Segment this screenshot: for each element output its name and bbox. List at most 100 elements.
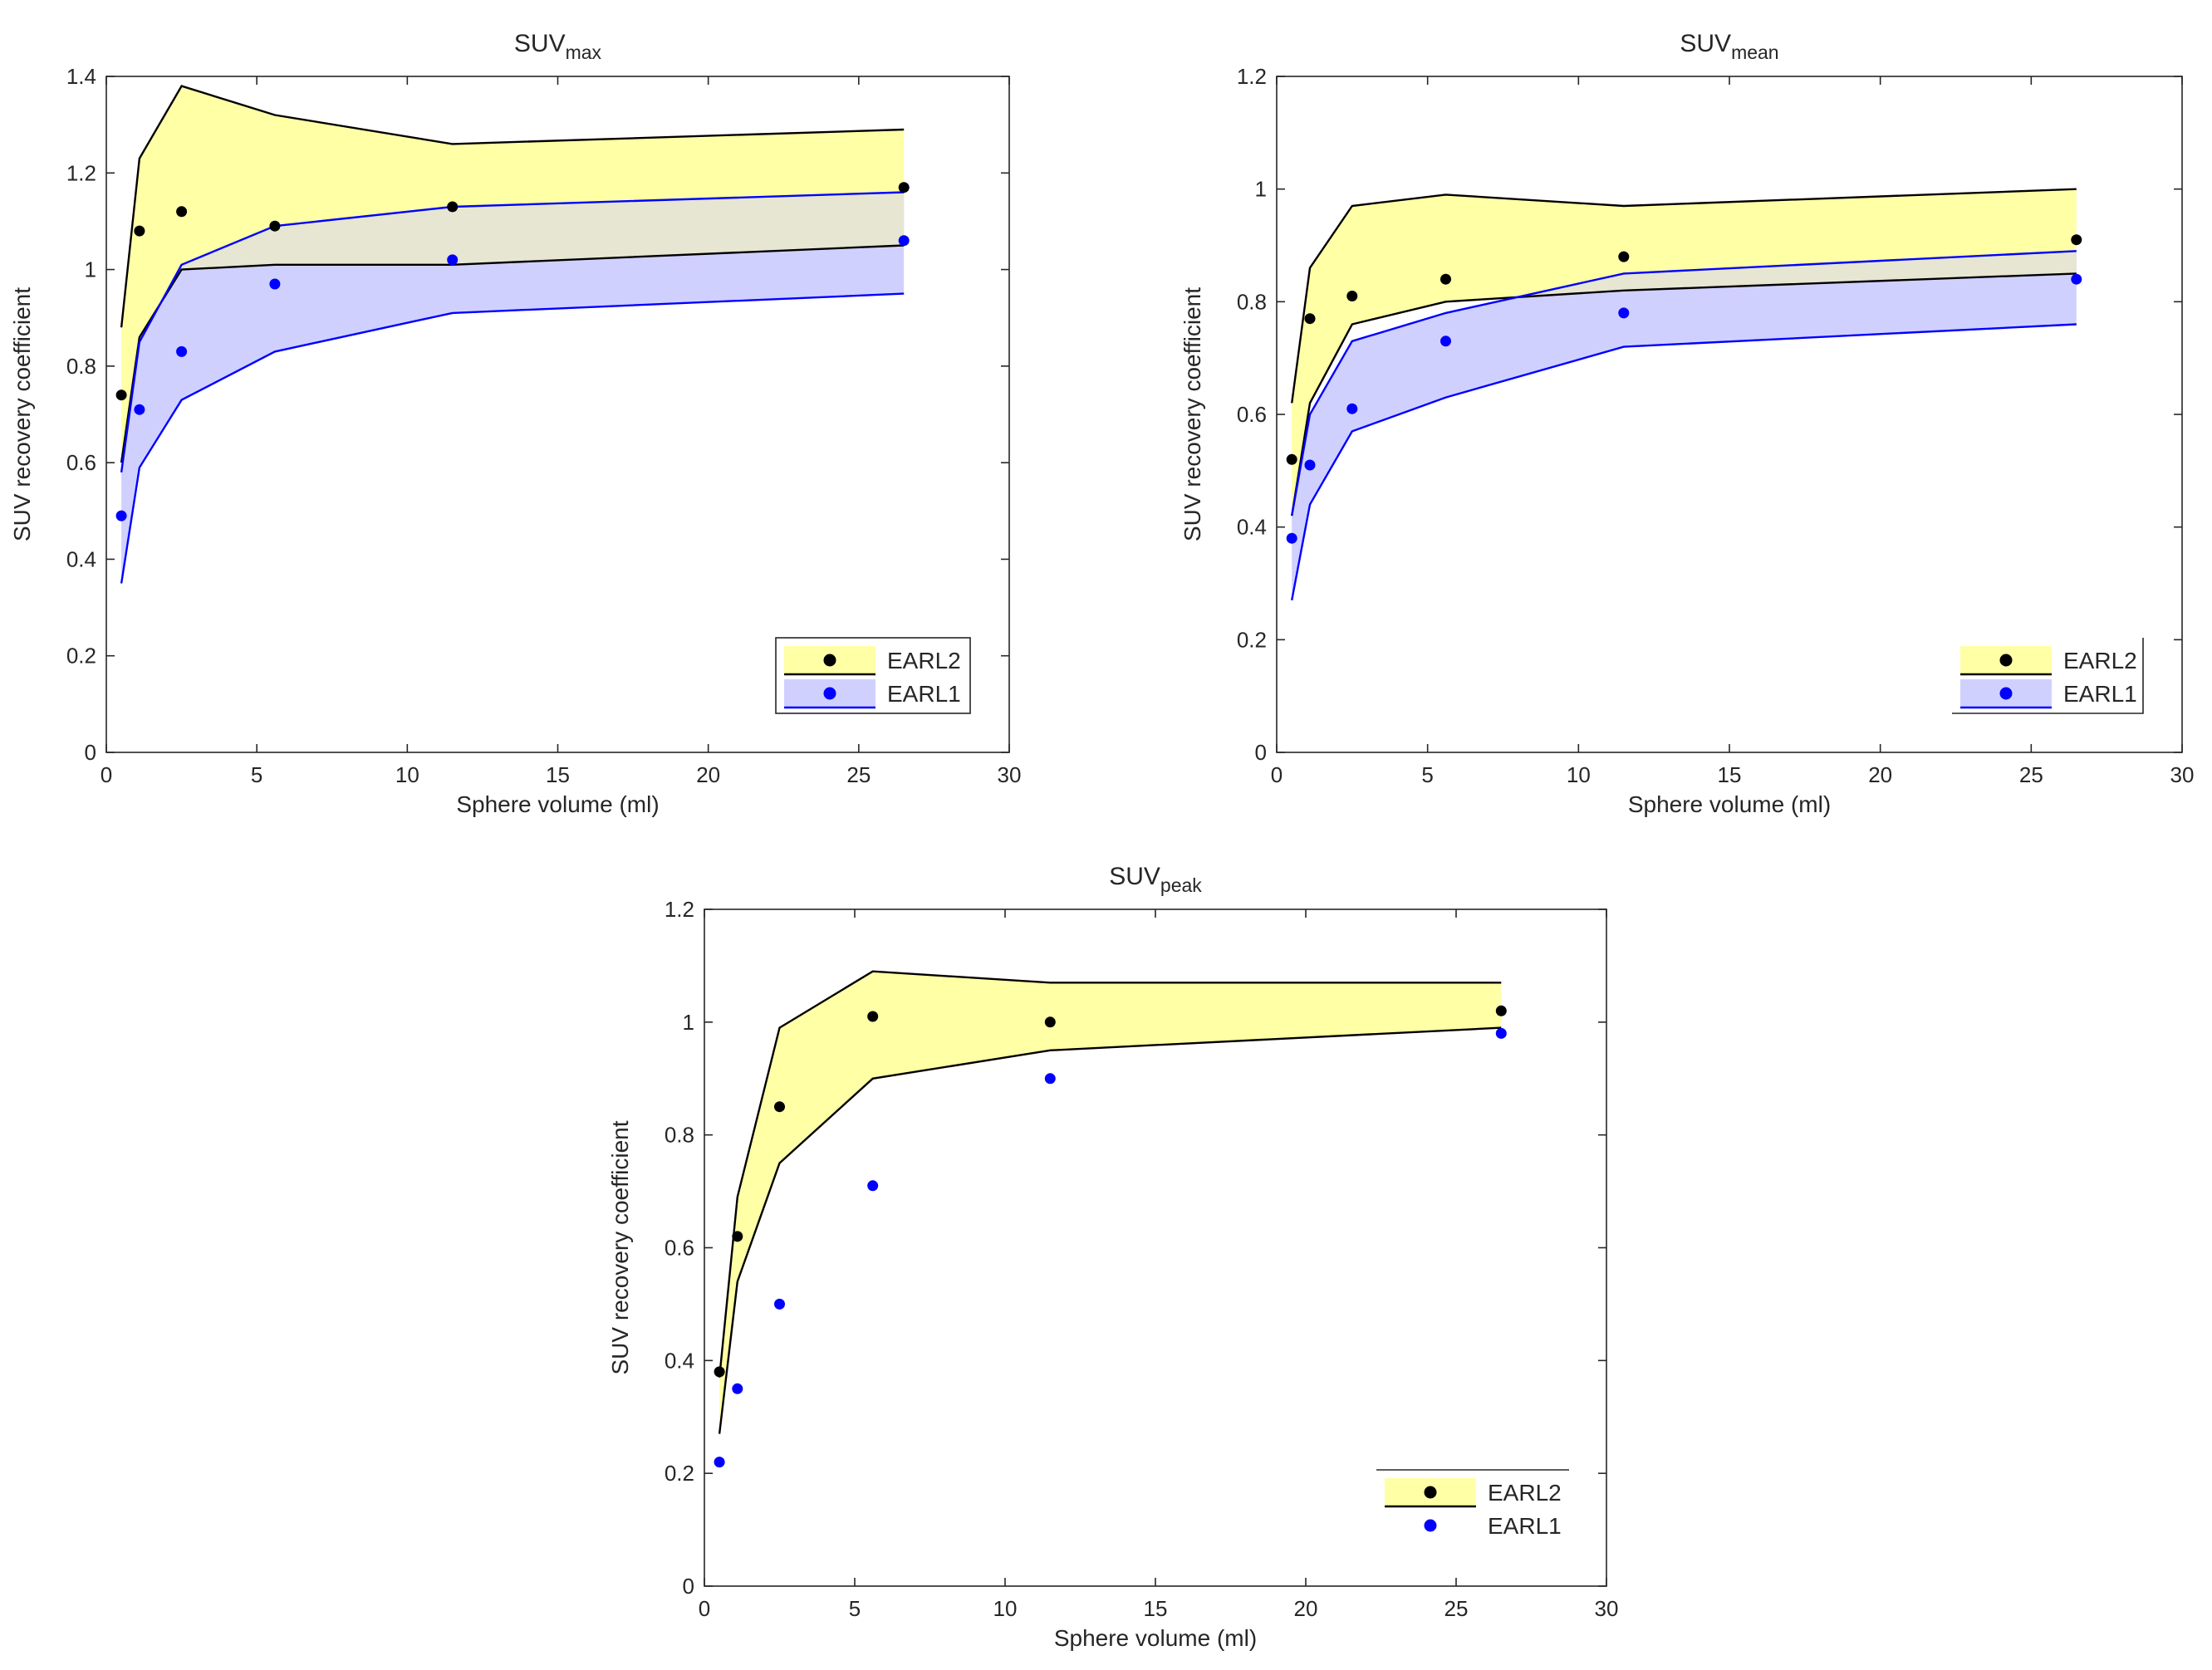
y-tick-label: 1 xyxy=(1255,177,1267,202)
y-tick-label: 0.8 xyxy=(1237,289,1267,314)
y-tick-label: 0.4 xyxy=(665,1348,694,1373)
y-tick-label: 0 xyxy=(683,1574,694,1599)
legend-marker-earl1 xyxy=(1424,1519,1437,1532)
point-earl2 xyxy=(714,1366,725,1378)
y-tick-label: 0.4 xyxy=(66,546,96,571)
y-tick-label: 0.6 xyxy=(665,1236,694,1261)
y-tick-label: 0 xyxy=(1255,740,1267,765)
y-tick-label: 0 xyxy=(85,740,96,765)
band-earl1 xyxy=(121,192,905,584)
point-earl1 xyxy=(1304,459,1316,471)
x-tick-label: 0 xyxy=(1271,762,1283,787)
point-earl1 xyxy=(176,345,188,357)
point-earl2 xyxy=(1044,1016,1056,1028)
band-earl1-lower-edge xyxy=(1291,323,2077,601)
x-tick-label: 15 xyxy=(1718,762,1742,787)
x-tick-label: 15 xyxy=(546,762,570,787)
band-earl1 xyxy=(1292,251,2077,600)
point-earl2 xyxy=(774,1101,785,1113)
point-earl1 xyxy=(732,1383,743,1394)
point-earl1 xyxy=(134,404,145,415)
y-tick-label: 1.2 xyxy=(665,897,694,922)
point-earl2 xyxy=(1440,273,1451,285)
chart-title: SUVmax xyxy=(514,30,602,63)
point-earl2 xyxy=(1286,453,1297,465)
point-earl1 xyxy=(447,254,459,266)
y-tick-label: 0.2 xyxy=(1237,627,1267,652)
x-tick-label: 0 xyxy=(699,1596,710,1621)
point-earl2 xyxy=(867,1011,879,1022)
legend-marker-earl1 xyxy=(823,687,836,700)
point-earl1 xyxy=(2071,273,2082,285)
point-earl1 xyxy=(774,1298,785,1310)
chart-title: SUVpeak xyxy=(1109,863,1202,896)
x-tick-label: 25 xyxy=(846,762,871,787)
plot-content xyxy=(714,970,1507,1468)
y-axis-label: SUV recovery coefficient xyxy=(607,1120,633,1374)
legend-label-earl2: EARL2 xyxy=(887,648,961,673)
point-earl1 xyxy=(269,278,281,290)
legend-marker-earl2 xyxy=(823,654,836,667)
x-tick-label: 30 xyxy=(2170,762,2195,787)
x-tick-label: 10 xyxy=(395,762,419,787)
x-tick-label: 30 xyxy=(1595,1596,1619,1621)
band-earl2-lower-edge xyxy=(1291,272,2077,517)
legend-label-earl1: EARL1 xyxy=(2063,681,2137,707)
plot-content xyxy=(1286,188,2082,601)
chart-suv-peak: 0 5 10 15 20 25 30 0 0.2 0.4 0.6 0.8 1 1.2 SUVpeak Sphe… xyxy=(607,863,1618,1651)
legend-label-earl1: EARL1 xyxy=(887,681,961,707)
chart-suv-mean: 0 5 10 15 20 25 30 0 0.2 0.4 0.6 0.8 1 1.2 SUVmean Sphe… xyxy=(1180,30,2194,817)
point-earl2 xyxy=(115,389,127,401)
x-tick-label: 25 xyxy=(2019,762,2043,787)
band-earl2-upper-edge xyxy=(120,85,905,328)
point-earl1 xyxy=(867,1180,879,1192)
y-tick-label: 1.4 xyxy=(66,64,96,89)
x-axis-label: Sphere volume (ml) xyxy=(456,791,659,817)
x-tick-label: 20 xyxy=(1868,762,1892,787)
x-axis-label: Sphere volume (ml) xyxy=(1628,791,1831,817)
point-earl2 xyxy=(134,225,145,237)
point-earl2 xyxy=(1346,291,1358,301)
point-earl2 xyxy=(898,182,910,193)
chart-suv-max: 0 5 10 15 20 25 30 0 0.2 0.4 0.6 0.8 1 1.2 1.4 SUVmax Sp… xyxy=(9,30,1021,817)
point-earl2 xyxy=(1618,251,1630,262)
plot-content xyxy=(115,85,910,584)
y-axis-label: SUV recovery coefficient xyxy=(1180,287,1205,541)
point-earl1 xyxy=(1618,307,1630,319)
y-tick-label: 1 xyxy=(683,1010,694,1035)
x-tick-label: 15 xyxy=(1144,1596,1168,1621)
x-tick-label: 20 xyxy=(1294,1596,1318,1621)
y-tick-label: 1.2 xyxy=(1237,64,1267,89)
y-tick-label: 1.2 xyxy=(66,160,96,185)
point-earl2 xyxy=(1495,1005,1507,1016)
x-tick-label: 25 xyxy=(1444,1596,1469,1621)
band-earl1-lower-edge xyxy=(120,292,905,584)
legend: EARL2 EARL1 xyxy=(1952,638,2144,714)
legend: EARL2 EARL1 xyxy=(775,637,971,714)
y-tick-label: 1 xyxy=(85,257,96,282)
point-earl1 xyxy=(1495,1027,1507,1039)
x-tick-label: 0 xyxy=(101,762,112,787)
x-tick-label: 5 xyxy=(1421,762,1433,787)
x-tick-label: 10 xyxy=(1567,762,1591,787)
point-earl2 xyxy=(176,206,188,218)
x-tick-label: 5 xyxy=(251,762,262,787)
legend-marker-earl1 xyxy=(1999,687,2013,700)
y-axis-label: SUV recovery coefficient xyxy=(9,287,35,541)
band-earl1-upper-edge xyxy=(1291,250,2077,517)
point-earl1 xyxy=(1440,335,1451,347)
y-tick-label: 0.8 xyxy=(665,1123,694,1148)
y-tick-label: 0.8 xyxy=(66,354,96,379)
point-earl2 xyxy=(1304,313,1316,325)
y-tick-label: 0.6 xyxy=(66,450,96,475)
legend-marker-earl2 xyxy=(1999,654,2013,667)
point-earl1 xyxy=(1286,532,1297,544)
point-earl1 xyxy=(898,235,910,247)
point-earl1 xyxy=(1044,1073,1056,1085)
x-tick-label: 20 xyxy=(696,762,720,787)
legend-label-earl1: EARL1 xyxy=(1488,1513,1562,1539)
legend: EARL2 EARL1 xyxy=(1376,1469,1569,1545)
point-earl2 xyxy=(447,201,459,213)
legend-label-earl2: EARL2 xyxy=(1488,1480,1562,1506)
